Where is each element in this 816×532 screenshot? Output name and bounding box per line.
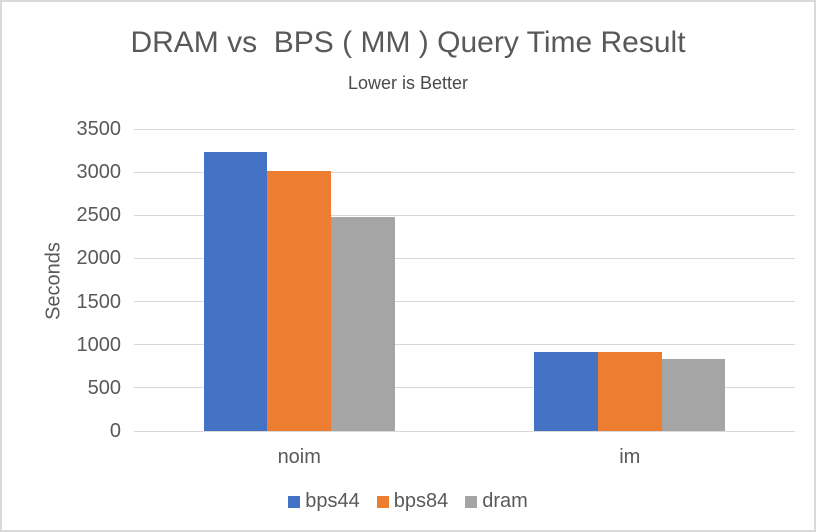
bar-dram-noim [331, 217, 395, 431]
legend-label-bps44: bps44 [305, 490, 360, 512]
y-tick-label-0: 0 [109, 420, 121, 442]
legend-swatch-bps44 [288, 495, 301, 508]
y-tick-label-2000: 2000 [76, 247, 122, 270]
legend-label-bps84: bps84 [393, 490, 449, 512]
legend-label-dram: dram [482, 490, 528, 512]
y-tick-label-3000: 3000 [76, 161, 122, 184]
bar-bps84-noim [267, 171, 332, 431]
gridline-3500 [134, 128, 795, 130]
category-label-noim: noim [277, 446, 321, 468]
y-tick-label-1500: 1500 [76, 290, 122, 313]
gridline-1500 [134, 301, 795, 303]
legend-item-bps44: bps44 [288, 490, 360, 513]
gridline-2500 [134, 214, 795, 216]
plot-area [134, 128, 795, 432]
bar-bps84-im [597, 352, 662, 431]
y-tick-label-3500: 3500 [76, 118, 122, 140]
y-tick-label-2500: 2500 [76, 204, 122, 227]
gridline-2000 [134, 257, 795, 259]
y-tick-label-1000: 1000 [76, 333, 122, 356]
legend-swatch-dram [465, 495, 478, 508]
bar-bps44-im [534, 351, 598, 431]
legend: bps44 bps84 dram [2, 490, 814, 513]
y-tick-label-500: 500 [87, 376, 121, 399]
category-label-im: im [619, 446, 641, 468]
legend-item-bps84: bps84 [376, 490, 449, 513]
chart-title: DRAM vs BPS ( MM ) Query Time Result [130, 26, 686, 59]
bar-bps44-noim [203, 152, 268, 431]
gridline-0 [134, 430, 795, 432]
legend-swatch-bps84 [376, 495, 389, 508]
chart-subtitle: Lower is Better [347, 73, 469, 93]
gridline-1000 [134, 344, 795, 346]
gridline-500 [134, 387, 795, 389]
bar-dram-im [661, 358, 726, 431]
gridline-3000 [134, 171, 795, 173]
legend-item-dram: dram [465, 490, 528, 513]
